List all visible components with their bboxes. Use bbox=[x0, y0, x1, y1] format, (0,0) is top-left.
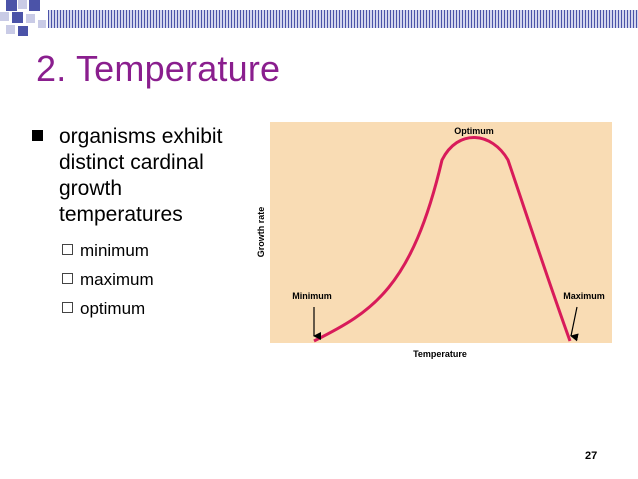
minimum-label: Minimum bbox=[292, 291, 332, 301]
deco-square bbox=[6, 25, 15, 34]
deco-square bbox=[18, 0, 27, 9]
y-axis-label: Growth rate bbox=[256, 207, 266, 258]
header-decoration bbox=[0, 0, 638, 38]
checkbox-bullet-icon bbox=[62, 244, 73, 255]
growth-curve bbox=[313, 136, 572, 343]
plot-background bbox=[270, 122, 612, 343]
deco-square bbox=[0, 12, 9, 21]
sub-bullet-text: minimum bbox=[80, 241, 149, 260]
optimum-label: Optimum bbox=[454, 126, 494, 136]
square-bullet-icon bbox=[32, 130, 43, 141]
deco-square bbox=[12, 12, 23, 23]
checkbox-bullet-icon bbox=[62, 302, 73, 313]
sub-bullet-list: minimum maximum optimum bbox=[30, 236, 240, 323]
maximum-arrow bbox=[570, 306, 579, 342]
deco-square bbox=[6, 0, 17, 11]
deco-square bbox=[38, 20, 46, 28]
deco-square bbox=[18, 26, 28, 36]
slide-number: 27 bbox=[585, 450, 598, 462]
sub-bullet-item: optimum bbox=[62, 294, 240, 323]
bullet-main: organisms exhibit distinct cardinal grow… bbox=[30, 124, 240, 228]
sub-bullet-text: optimum bbox=[80, 299, 146, 318]
sub-bullet-item: minimum bbox=[62, 236, 240, 265]
bullet-list: organisms exhibit distinct cardinal grow… bbox=[30, 124, 240, 323]
maximum-label: Maximum bbox=[563, 291, 605, 301]
bullet-main-text: organisms exhibit distinct cardinal grow… bbox=[59, 125, 223, 226]
sub-bullet-text: maximum bbox=[80, 270, 154, 289]
header-stripes bbox=[48, 10, 638, 28]
slide-title: 2. Temperature bbox=[36, 48, 281, 89]
checkbox-bullet-icon bbox=[62, 273, 73, 284]
deco-square bbox=[26, 14, 35, 23]
sub-bullet-item: maximum bbox=[62, 265, 240, 294]
x-axis-label: Temperature bbox=[413, 349, 467, 359]
growth-rate-chart: Optimum Minimum Maximum Temperature Grow… bbox=[256, 122, 612, 359]
deco-square bbox=[29, 0, 40, 11]
